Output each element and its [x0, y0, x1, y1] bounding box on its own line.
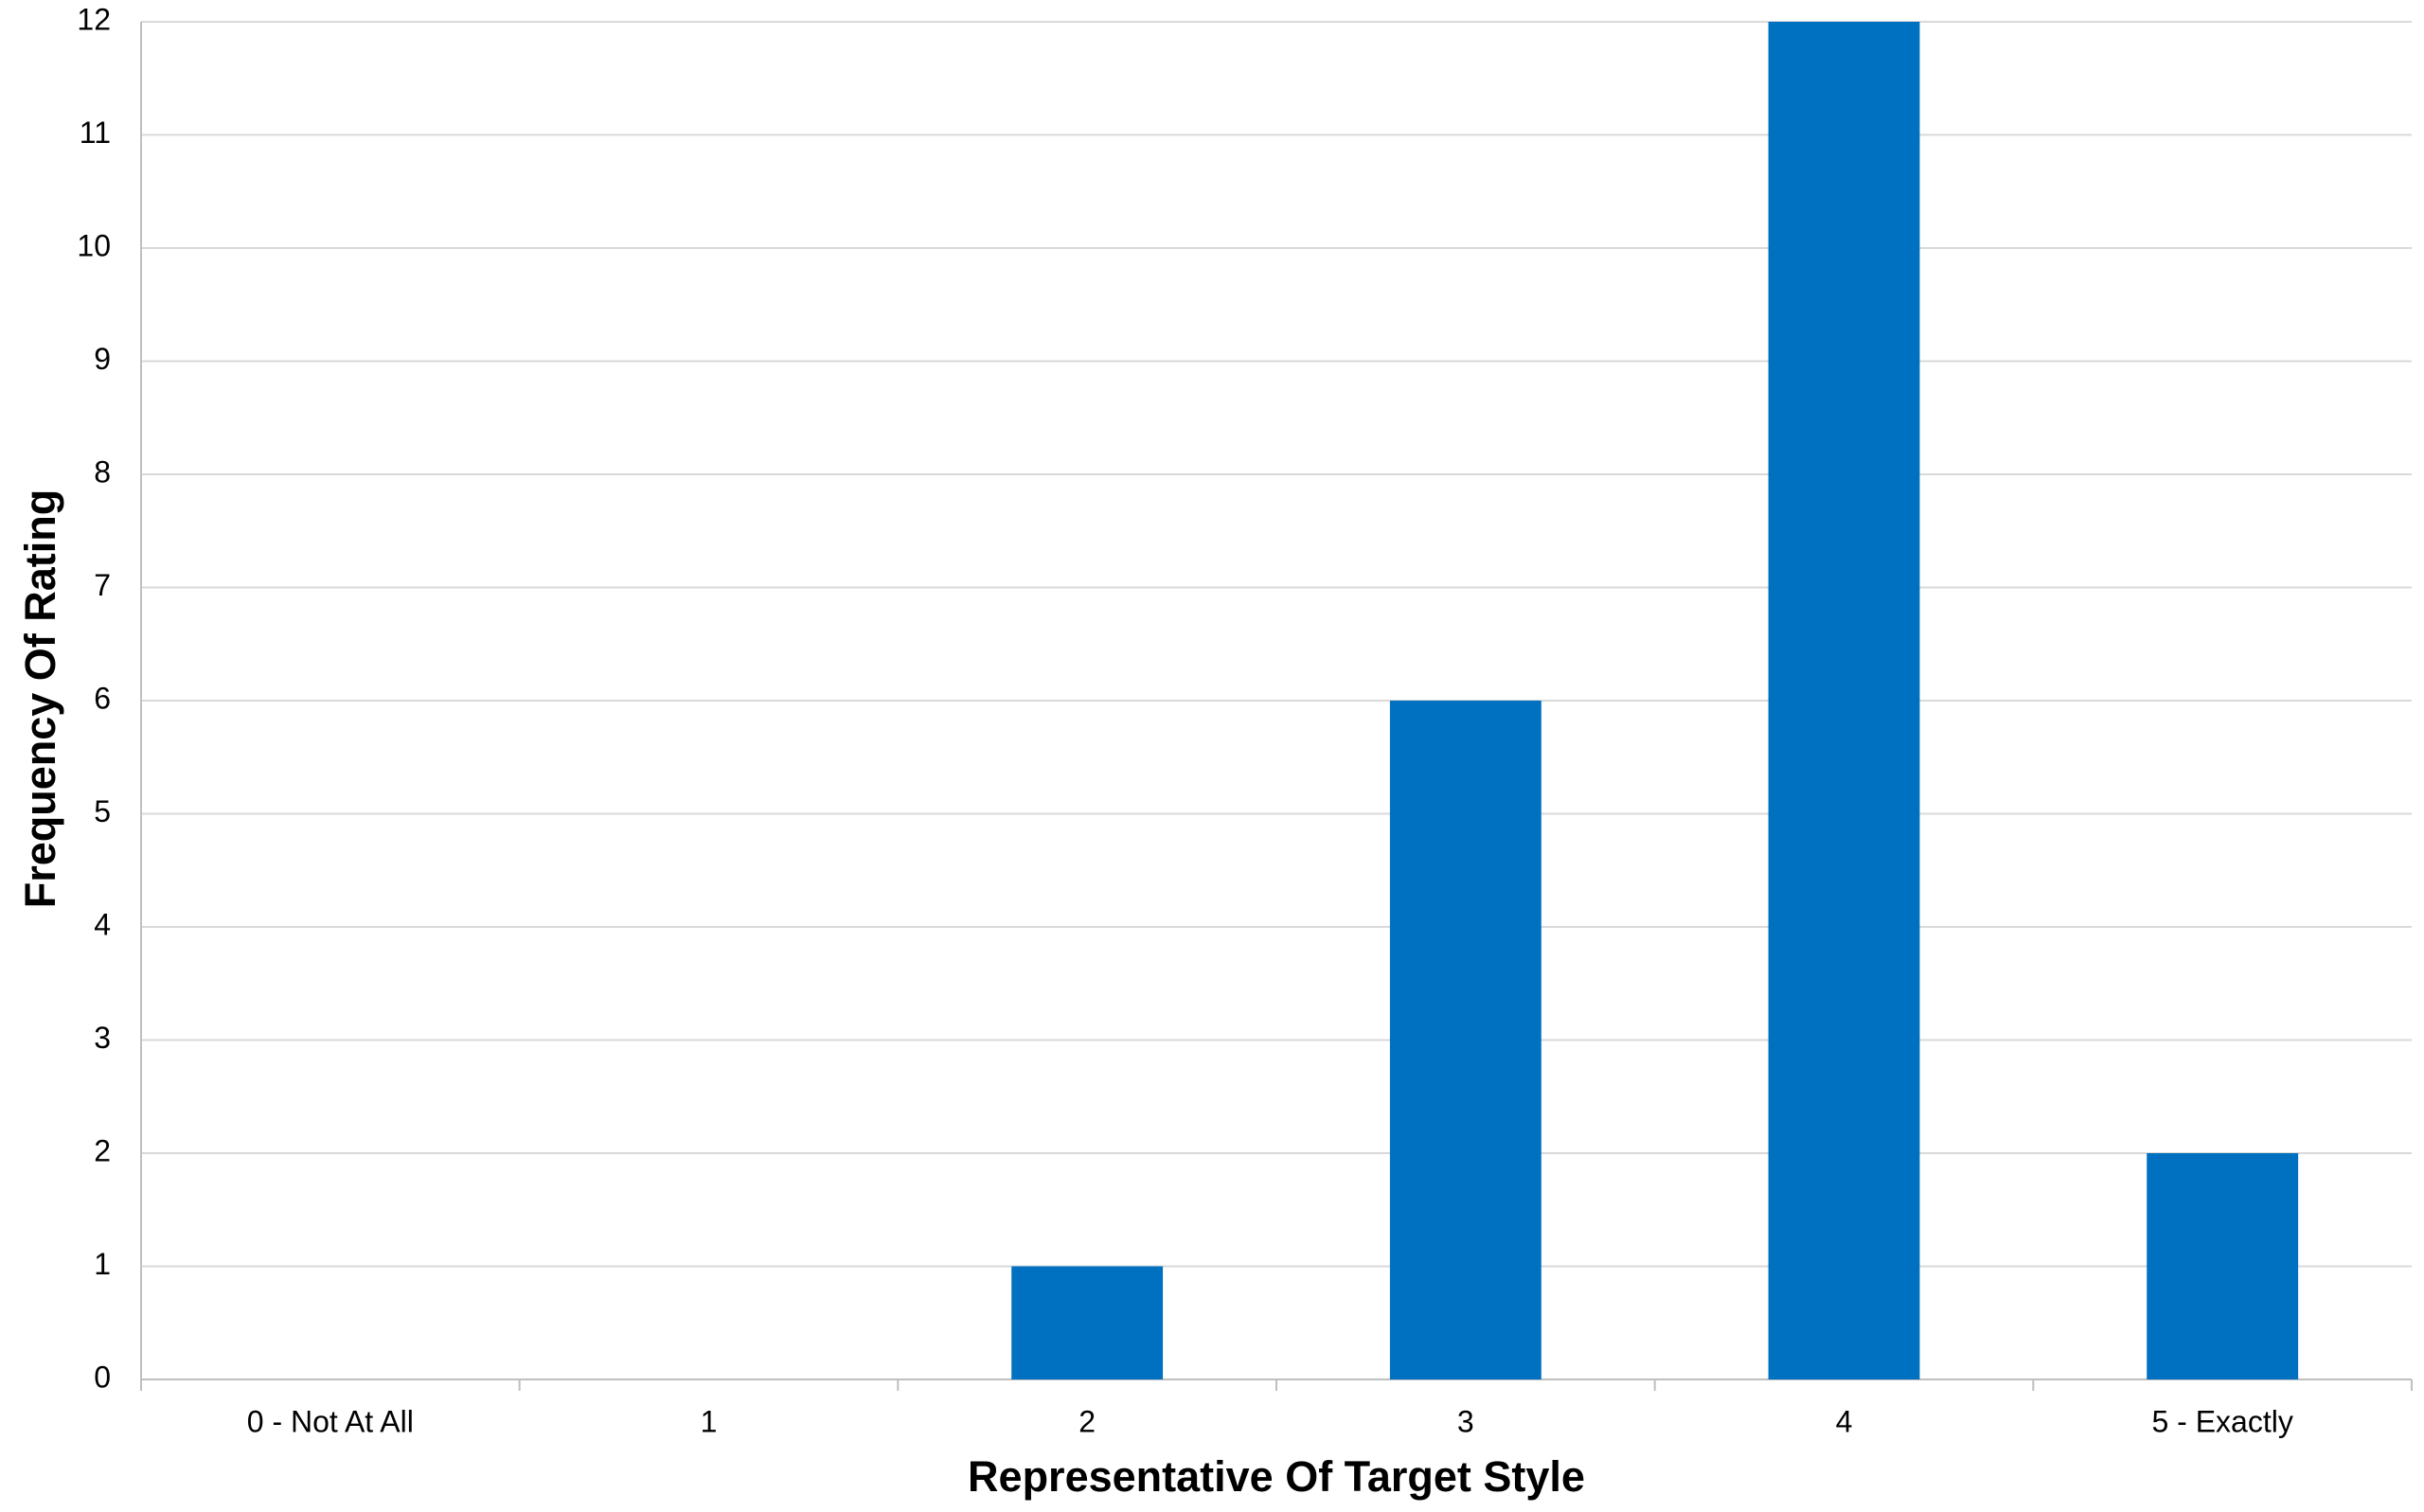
y-tick-label: 6 — [94, 681, 111, 715]
bar — [1389, 701, 1542, 1379]
y-tick-label: 9 — [94, 342, 111, 376]
y-tick-label: 1 — [94, 1247, 111, 1281]
x-tick-label: 2 — [1078, 1404, 1096, 1438]
y-tick-label: 2 — [94, 1133, 111, 1167]
x-tick-label: 3 — [1457, 1404, 1474, 1438]
y-tick-label: 4 — [94, 907, 111, 941]
x-tick-label: 4 — [1836, 1404, 1853, 1438]
y-tick-label: 10 — [77, 228, 111, 262]
y-axis-title: Frequency Of Rating — [16, 489, 64, 909]
bar — [1768, 22, 1920, 1379]
y-tick-label: 11 — [80, 116, 111, 150]
y-tick-label: 8 — [94, 454, 111, 489]
bar — [1011, 1266, 1164, 1379]
y-tick-label: 0 — [94, 1360, 111, 1394]
y-tick-label: 7 — [94, 568, 111, 602]
x-axis-title: Representative Of Target Style — [968, 1452, 1585, 1501]
y-tick-label: 5 — [94, 794, 111, 828]
y-tick-label: 12 — [77, 2, 111, 36]
x-tick-label: 5 - Exactly — [2151, 1404, 2292, 1438]
x-tick-label: 1 — [701, 1404, 718, 1438]
x-tick-label: 0 - Not At All — [247, 1404, 414, 1438]
bar — [2147, 1153, 2299, 1379]
y-tick-label: 3 — [94, 1021, 111, 1055]
